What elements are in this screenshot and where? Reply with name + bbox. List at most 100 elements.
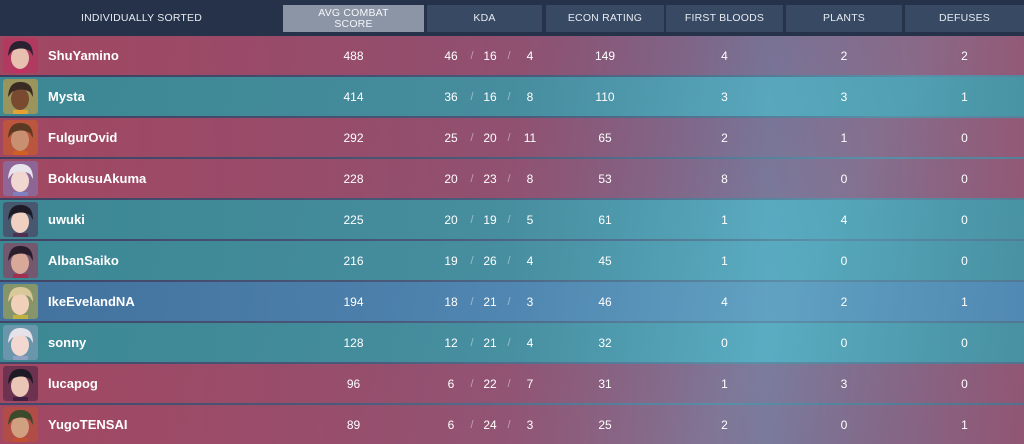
defuses-value: 0 xyxy=(961,212,968,227)
kda-separator: / xyxy=(507,418,511,431)
player-name: sonny xyxy=(48,335,87,350)
avg-combat-score-value: 414 xyxy=(343,89,364,104)
header-plants[interactable]: PLANTS xyxy=(786,5,902,32)
player-row[interactable]: ShuYamino 488 46 / 16 / 4 149 4 2 2 xyxy=(0,36,1024,75)
kills-value: 6 xyxy=(447,417,455,432)
plants-value: 3 xyxy=(840,89,848,104)
player-name: lucapog xyxy=(48,376,98,391)
agent-portrait-icon xyxy=(3,366,38,401)
avg-combat-score-value: 96 xyxy=(346,376,361,391)
first-bloods-value: 2 xyxy=(721,130,728,145)
first-bloods-value: 4 xyxy=(721,294,728,309)
deaths-value: 21 xyxy=(483,335,497,350)
econ-rating-value: 25 xyxy=(598,417,612,432)
player-row[interactable]: YugoTENSAI 89 6 / 24 / 3 25 2 0 1 xyxy=(0,405,1024,444)
header-first-bloods[interactable]: FIRST BLOODS xyxy=(666,5,783,32)
defuses-value: 0 xyxy=(961,335,968,350)
kills-value: 18 xyxy=(444,294,458,309)
assists-value: 8 xyxy=(526,89,534,104)
kda-separator: / xyxy=(507,172,511,185)
kills-value: 20 xyxy=(444,171,458,186)
kda-separator: / xyxy=(507,213,511,226)
deaths-value: 22 xyxy=(483,376,497,391)
avg-combat-score-value: 292 xyxy=(343,130,364,145)
kills-value: 46 xyxy=(444,48,458,63)
plants-value: 0 xyxy=(840,335,848,350)
header-defuses[interactable]: DEFUSES xyxy=(905,5,1024,32)
player-row[interactable]: uwuki 225 20 / 19 / 5 61 1 4 0 xyxy=(0,200,1024,239)
player-row[interactable]: lucapog 96 6 / 22 / 7 31 1 3 0 xyxy=(0,364,1024,403)
plants-value: 2 xyxy=(840,294,848,309)
plants-value: 0 xyxy=(840,253,848,268)
econ-rating-value: 61 xyxy=(598,212,612,227)
header-avg-combat-score[interactable]: AVG COMBAT SCORE xyxy=(283,5,424,32)
econ-rating-value: 31 xyxy=(598,376,612,391)
deaths-value: 16 xyxy=(483,89,497,104)
player-name: AlbanSaiko xyxy=(48,253,119,268)
player-row[interactable]: IkeEvelandNA 194 18/21/3 46 4 2 1 xyxy=(0,282,1024,321)
player-name: IkeEvelandNA xyxy=(48,294,135,309)
kda-separator: / xyxy=(470,295,474,308)
agent-portrait-icon xyxy=(3,202,38,237)
defuses-value: 1 xyxy=(961,417,968,432)
player-row[interactable]: AlbanSaiko 216 19 / 26 / 4 45 1 0 0 xyxy=(0,241,1024,280)
kda-separator: / xyxy=(507,295,511,308)
avg-combat-score-value: 128 xyxy=(343,335,364,350)
first-bloods-value: 1 xyxy=(721,212,728,227)
kills-value: 36 xyxy=(444,89,458,104)
header-individually-sorted[interactable]: INDIVIDUALLY SORTED xyxy=(80,12,203,24)
first-bloods-value: 2 xyxy=(721,417,728,432)
plants-value: 0 xyxy=(840,171,848,186)
defuses-value: 2 xyxy=(961,48,968,63)
kills-value: 12 xyxy=(444,335,458,350)
econ-rating-value: 32 xyxy=(598,335,612,350)
assists-value: 7 xyxy=(526,376,534,391)
econ-rating-value: 65 xyxy=(598,130,612,145)
kills-value: 25 xyxy=(444,130,458,145)
player-name: ShuYamino xyxy=(48,48,119,63)
header-econ-rating[interactable]: ECON RATING xyxy=(546,5,664,32)
kda-separator: / xyxy=(470,213,474,226)
kda-separator: / xyxy=(470,418,474,431)
econ-rating-value: 46 xyxy=(598,294,612,309)
deaths-value: 19 xyxy=(483,212,497,227)
player-name: Mysta xyxy=(48,89,85,104)
player-row[interactable]: BokkusuAkuma 228 20 / 23 / 8 53 8 0 0 xyxy=(0,159,1024,198)
avg-combat-score-value: 89 xyxy=(346,417,361,432)
assists-value: 8 xyxy=(526,171,534,186)
deaths-value: 24 xyxy=(483,417,497,432)
player-row[interactable]: Mysta 414 36 / 16 / 8 110 3 3 1 xyxy=(0,77,1024,116)
assists-value: 4 xyxy=(526,253,534,268)
kills-value: 6 xyxy=(447,376,455,391)
avg-combat-score-value: 228 xyxy=(343,171,364,186)
deaths-value: 20 xyxy=(483,130,497,145)
defuses-value: 0 xyxy=(961,171,968,186)
econ-rating-value: 149 xyxy=(594,48,616,63)
avg-combat-score-value: 488 xyxy=(343,48,364,63)
kda-separator: / xyxy=(507,49,511,62)
first-bloods-value: 1 xyxy=(721,376,728,391)
kda-separator: / xyxy=(470,131,474,144)
player-name: YugoTENSAI xyxy=(48,417,128,432)
econ-rating-value: 110 xyxy=(595,89,615,104)
agent-portrait-icon xyxy=(3,325,38,360)
first-bloods-value: 4 xyxy=(721,48,728,63)
kda-separator: / xyxy=(507,131,511,144)
player-name: BokkusuAkuma xyxy=(48,171,147,186)
plants-value: 3 xyxy=(840,376,848,391)
kills-value: 19 xyxy=(444,253,458,268)
agent-portrait-icon xyxy=(3,243,38,278)
scoreboard-header: INDIVIDUALLY SORTED AVG COMBAT SCORE KDA… xyxy=(0,0,1024,36)
player-row[interactable]: FulgurOvid 292 25 / 20 / 11 65 2 1 0 xyxy=(0,118,1024,157)
avg-combat-score-value: 194 xyxy=(343,294,364,309)
assists-value: 3 xyxy=(526,417,534,432)
first-bloods-value: 1 xyxy=(721,253,728,268)
header-kda[interactable]: KDA xyxy=(427,5,542,32)
player-row[interactable]: sonny 128 12 / 21 / 4 32 0 0 0 xyxy=(0,323,1024,362)
assists-value: 4 xyxy=(526,335,534,350)
kda-separator: / xyxy=(507,336,511,349)
plants-value: 4 xyxy=(840,212,848,227)
defuses-value: 0 xyxy=(961,130,968,145)
kda-separator: / xyxy=(470,377,474,390)
